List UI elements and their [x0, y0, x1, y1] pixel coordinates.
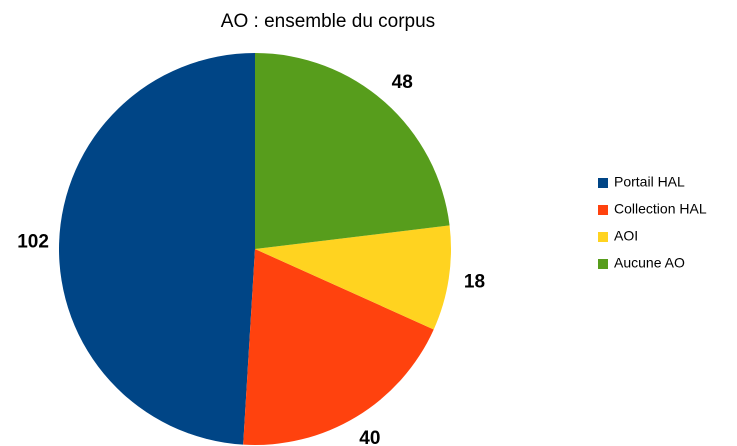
legend-swatch [598, 259, 608, 269]
legend-swatch [598, 178, 608, 188]
pie-slice [59, 53, 256, 445]
data-label: 102 [17, 231, 49, 252]
legend-label: AOI [614, 228, 638, 244]
pie-slice [243, 249, 434, 445]
legend-label: Portail HAL [614, 174, 685, 190]
pie-slice [255, 225, 451, 330]
chart-title: AO : ensemble du corpus [221, 11, 435, 32]
legend-swatch [598, 232, 608, 242]
data-label: 40 [359, 428, 380, 446]
legend-label: Collection HAL [614, 201, 707, 217]
data-label: 48 [392, 72, 413, 93]
legend-swatch [598, 205, 608, 215]
data-label: 18 [464, 271, 485, 292]
legend-label: Aucune AO [614, 255, 685, 271]
pie-slice [255, 53, 450, 249]
